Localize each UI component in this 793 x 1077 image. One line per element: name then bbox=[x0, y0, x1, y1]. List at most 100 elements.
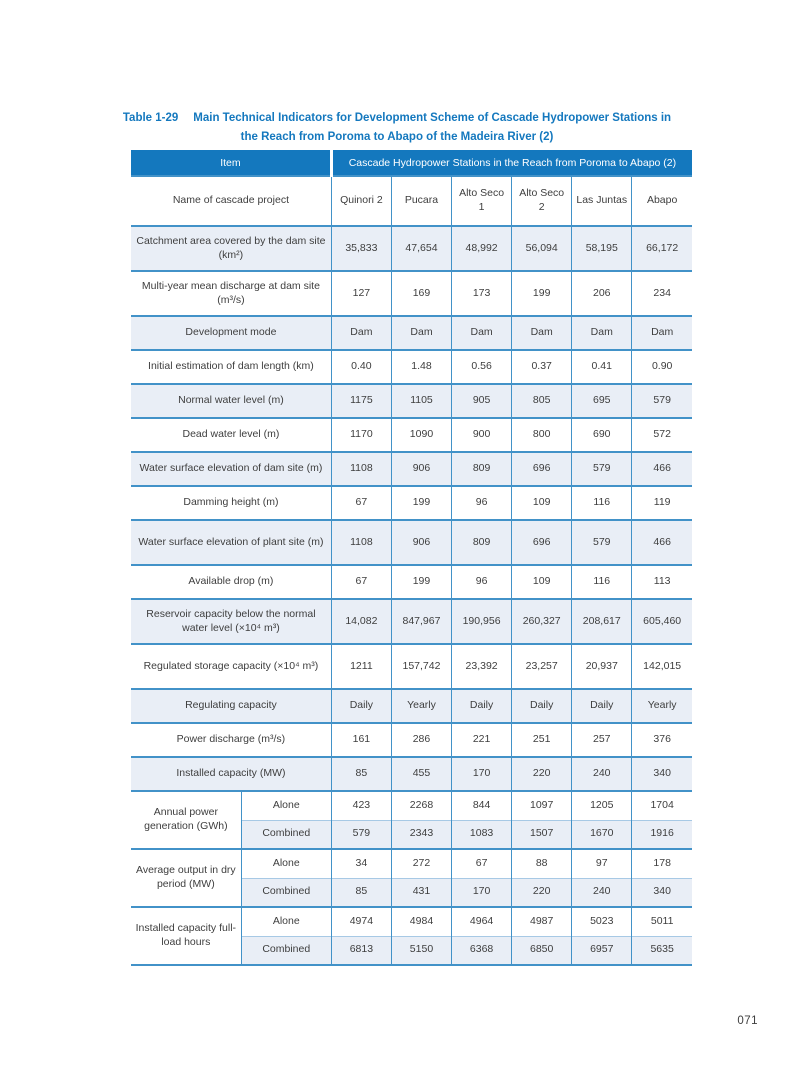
value-cell: 906 bbox=[390, 519, 453, 565]
value-cell: 466 bbox=[631, 519, 692, 565]
station-name-cell: Abapo bbox=[631, 175, 692, 226]
sub-row-label: Combined bbox=[241, 877, 332, 907]
value-cell: 6957 bbox=[571, 935, 633, 965]
value-cell: 1211 bbox=[330, 643, 392, 689]
value-cell: 605,460 bbox=[631, 598, 692, 644]
value-cell: 4964 bbox=[451, 906, 513, 936]
value-cell: 905 bbox=[451, 383, 513, 418]
row-label: Reservoir capacity below the normal wate… bbox=[131, 598, 332, 644]
table-row: Combined 85 431 170 220 240 340 bbox=[131, 877, 692, 907]
value-cell: 844 bbox=[451, 790, 513, 820]
value-cell: 579 bbox=[571, 451, 633, 486]
value-cell: 119 bbox=[631, 485, 692, 520]
row-label: Development mode bbox=[131, 315, 332, 350]
table-row: Regulated storage capacity (×10⁴ m³) 121… bbox=[131, 643, 692, 689]
value-cell: 240 bbox=[571, 756, 633, 791]
value-cell: 579 bbox=[631, 383, 692, 418]
row-label: Multi-year mean discharge at dam site (m… bbox=[131, 270, 332, 316]
value-cell: 116 bbox=[571, 564, 633, 599]
value-cell: 190,956 bbox=[451, 598, 513, 644]
value-cell: 34 bbox=[330, 848, 392, 878]
group-row-label: Installed capacity full-load hours bbox=[131, 906, 242, 965]
value-cell: 178 bbox=[631, 848, 692, 878]
table-row: Initial estimation of dam length (km) 0.… bbox=[131, 349, 692, 384]
sub-row-label: Combined bbox=[241, 819, 332, 849]
value-cell: 6813 bbox=[330, 935, 392, 965]
row-label: Power discharge (m³/s) bbox=[131, 722, 332, 757]
sub-row-label: Combined bbox=[241, 935, 332, 965]
value-cell: 809 bbox=[451, 519, 513, 565]
value-cell: 85 bbox=[330, 756, 392, 791]
value-cell: 286 bbox=[390, 722, 453, 757]
value-cell: 47,654 bbox=[390, 225, 453, 271]
value-cell: 260,327 bbox=[511, 598, 573, 644]
value-cell: 199 bbox=[511, 270, 573, 316]
value-cell: 2343 bbox=[390, 819, 453, 849]
row-label: Catchment area covered by the dam site (… bbox=[131, 225, 332, 271]
sub-row-label: Alone bbox=[240, 848, 332, 878]
value-cell: Dam bbox=[390, 315, 453, 350]
value-cell: 0.90 bbox=[631, 349, 692, 384]
value-cell: 1704 bbox=[631, 790, 692, 820]
row-label: Regulated storage capacity (×10⁴ m³) bbox=[131, 643, 332, 689]
value-cell: 900 bbox=[451, 417, 513, 452]
value-cell: 695 bbox=[571, 383, 633, 418]
value-cell: 455 bbox=[390, 756, 453, 791]
station-name-cell: Quinori 2 bbox=[330, 175, 392, 226]
table-row: Combined 579 2343 1083 1507 1670 1916 bbox=[131, 819, 692, 849]
table-row: Combined 6813 5150 6368 6850 6957 5635 bbox=[131, 935, 692, 965]
value-cell: 1108 bbox=[330, 519, 392, 565]
value-cell: 157,742 bbox=[390, 643, 453, 689]
value-cell: 4987 bbox=[511, 906, 573, 936]
table-row: Development mode Dam Dam Dam Dam Dam Dam bbox=[131, 315, 692, 350]
value-cell: 1507 bbox=[511, 819, 573, 849]
header-cell-item: Item bbox=[131, 150, 333, 177]
group-row-label: Average output in dry period (MW) bbox=[131, 848, 242, 907]
value-cell: 1.48 bbox=[390, 349, 453, 384]
value-cell: 5150 bbox=[390, 935, 453, 965]
value-cell: 376 bbox=[631, 722, 692, 757]
value-cell: 127 bbox=[330, 270, 392, 316]
value-cell: 1205 bbox=[571, 790, 633, 820]
value-cell: 88 bbox=[511, 848, 573, 878]
value-cell: 220 bbox=[511, 877, 573, 907]
value-cell: 1083 bbox=[451, 819, 513, 849]
table-row: Catchment area covered by the dam site (… bbox=[131, 225, 692, 271]
table-row: Available drop (m) 67 199 96 109 116 113 bbox=[131, 564, 692, 599]
value-cell: 1108 bbox=[330, 451, 392, 486]
value-cell: 2268 bbox=[390, 790, 453, 820]
table-title: Table 1-29 Main Technical Indicators for … bbox=[102, 109, 692, 147]
value-cell: 1670 bbox=[571, 819, 633, 849]
value-cell: 805 bbox=[511, 383, 573, 418]
value-cell: 0.56 bbox=[451, 349, 513, 384]
value-cell: Daily bbox=[451, 688, 513, 723]
value-cell: Yearly bbox=[631, 688, 692, 723]
station-name-cell: Las Juntas bbox=[571, 175, 633, 226]
table-header-row: Item Cascade Hydropower Stations in the … bbox=[131, 150, 692, 177]
header-cell-stations: Cascade Hydropower Stations in the Reach… bbox=[331, 150, 692, 177]
value-cell: 272 bbox=[390, 848, 453, 878]
value-cell: 847,967 bbox=[390, 598, 453, 644]
value-cell: Dam bbox=[511, 315, 573, 350]
value-cell: Daily bbox=[330, 688, 392, 723]
value-cell: Dam bbox=[571, 315, 633, 350]
value-cell: 6850 bbox=[511, 935, 573, 965]
value-cell: Dam bbox=[330, 315, 392, 350]
value-cell: 170 bbox=[451, 877, 513, 907]
value-cell: 113 bbox=[631, 564, 692, 599]
value-cell: Yearly bbox=[390, 688, 453, 723]
table-row: Name of cascade project Quinori 2 Pucara… bbox=[131, 175, 692, 226]
value-cell: 85 bbox=[330, 877, 392, 907]
table-title-line2: the Reach from Poroma to Abapo of the Ma… bbox=[240, 130, 554, 143]
table-title-line1: Table 1-29 Main Technical Indicators for … bbox=[102, 109, 692, 128]
value-cell: 0.37 bbox=[511, 349, 573, 384]
value-cell: 572 bbox=[631, 417, 692, 452]
value-cell: 1916 bbox=[631, 819, 692, 849]
value-cell: 109 bbox=[511, 564, 573, 599]
row-label: Normal water level (m) bbox=[131, 383, 332, 418]
table-row: Water surface elevation of plant site (m… bbox=[131, 519, 692, 565]
value-cell: 809 bbox=[451, 451, 513, 486]
row-label: Name of cascade project bbox=[131, 175, 332, 226]
value-cell: 340 bbox=[631, 877, 692, 907]
